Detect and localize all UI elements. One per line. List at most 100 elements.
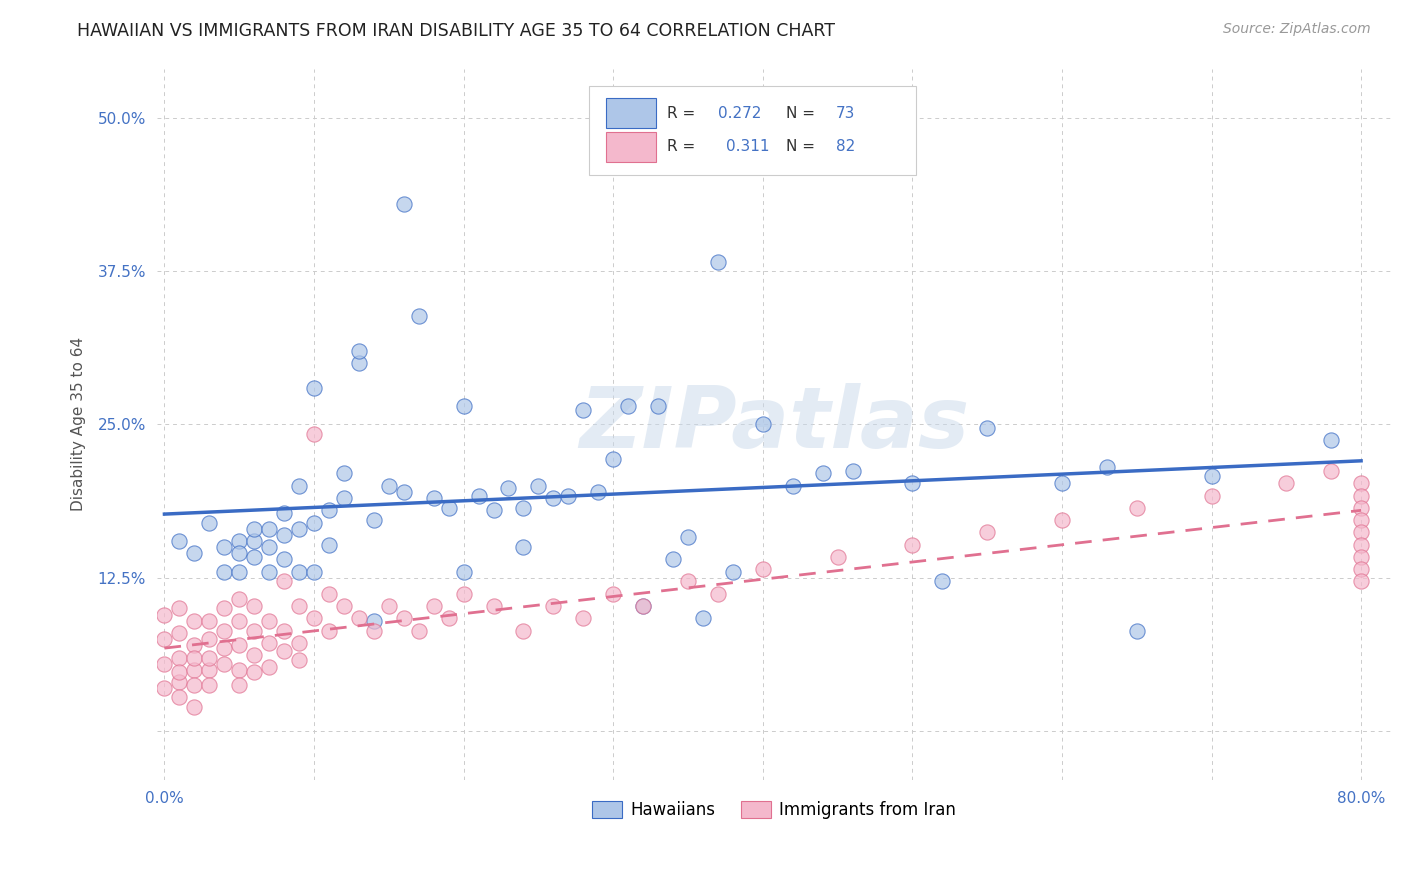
Point <box>183 546 205 560</box>
Point <box>512 500 534 515</box>
Point <box>676 530 699 544</box>
Point <box>347 356 370 370</box>
Point <box>273 644 295 658</box>
Point <box>198 614 221 628</box>
Point <box>153 607 176 622</box>
Point <box>228 565 250 579</box>
Point <box>422 491 444 505</box>
Point <box>976 421 998 435</box>
Text: 0.311: 0.311 <box>725 139 769 154</box>
FancyBboxPatch shape <box>606 98 655 128</box>
Point <box>198 650 221 665</box>
Point <box>1350 513 1372 527</box>
Point <box>198 632 221 647</box>
Point <box>288 636 311 650</box>
Point <box>257 614 280 628</box>
Point <box>214 640 236 655</box>
Point <box>631 599 654 613</box>
Point <box>392 484 415 499</box>
Point <box>482 599 505 613</box>
Point <box>198 663 221 677</box>
Point <box>512 624 534 638</box>
Point <box>228 546 250 560</box>
Point <box>707 255 730 269</box>
Point <box>257 522 280 536</box>
Point <box>169 601 191 615</box>
Point <box>1350 476 1372 491</box>
Point <box>543 599 565 613</box>
Legend: Hawaiians, Immigrants from Iran: Hawaiians, Immigrants from Iran <box>585 794 963 825</box>
Point <box>1125 500 1147 515</box>
Point <box>811 467 834 481</box>
Point <box>1350 500 1372 515</box>
Point <box>572 402 595 417</box>
Point <box>901 476 924 491</box>
Point <box>243 549 266 564</box>
Point <box>214 657 236 671</box>
Point <box>318 503 340 517</box>
Point <box>437 500 460 515</box>
Point <box>318 624 340 638</box>
Text: N =: N = <box>786 139 820 154</box>
Point <box>931 574 953 589</box>
Point <box>318 538 340 552</box>
Point <box>512 540 534 554</box>
Point <box>976 525 998 540</box>
Point <box>347 611 370 625</box>
Point <box>482 503 505 517</box>
Point <box>183 699 205 714</box>
Point <box>288 522 311 536</box>
Y-axis label: Disability Age 35 to 64: Disability Age 35 to 64 <box>72 337 86 511</box>
FancyBboxPatch shape <box>589 87 915 176</box>
Point <box>302 381 325 395</box>
Point <box>467 489 489 503</box>
Point <box>1201 469 1223 483</box>
Point <box>408 310 430 324</box>
Point <box>183 638 205 652</box>
Point <box>1095 460 1118 475</box>
Point <box>169 533 191 548</box>
Point <box>1201 489 1223 503</box>
Point <box>901 538 924 552</box>
Point <box>302 427 325 442</box>
Point <box>752 417 775 432</box>
Text: ZIPatlas: ZIPatlas <box>579 383 969 466</box>
Point <box>333 467 356 481</box>
Text: R =: R = <box>666 139 704 154</box>
Point <box>1350 562 1372 576</box>
Point <box>288 653 311 667</box>
Point <box>302 516 325 530</box>
Point <box>169 690 191 704</box>
Point <box>153 681 176 696</box>
Point <box>183 677 205 691</box>
Point <box>453 587 475 601</box>
Point <box>273 506 295 520</box>
Point <box>363 614 385 628</box>
Point <box>662 552 685 566</box>
Point <box>257 636 280 650</box>
Point <box>752 562 775 576</box>
Point <box>183 614 205 628</box>
Point <box>183 650 205 665</box>
Point <box>333 599 356 613</box>
Point <box>257 565 280 579</box>
Text: R =: R = <box>666 106 700 120</box>
Point <box>363 624 385 638</box>
Point <box>153 657 176 671</box>
Point <box>228 677 250 691</box>
Point <box>1350 538 1372 552</box>
Point <box>243 533 266 548</box>
Point <box>1320 464 1343 478</box>
Point <box>602 587 624 601</box>
Point <box>228 614 250 628</box>
Point <box>273 574 295 589</box>
Point <box>378 599 401 613</box>
Point <box>257 540 280 554</box>
Point <box>498 481 520 495</box>
Point <box>557 489 579 503</box>
Point <box>214 624 236 638</box>
FancyBboxPatch shape <box>606 132 655 161</box>
Text: 82: 82 <box>835 139 855 154</box>
Point <box>827 549 849 564</box>
Point <box>631 599 654 613</box>
